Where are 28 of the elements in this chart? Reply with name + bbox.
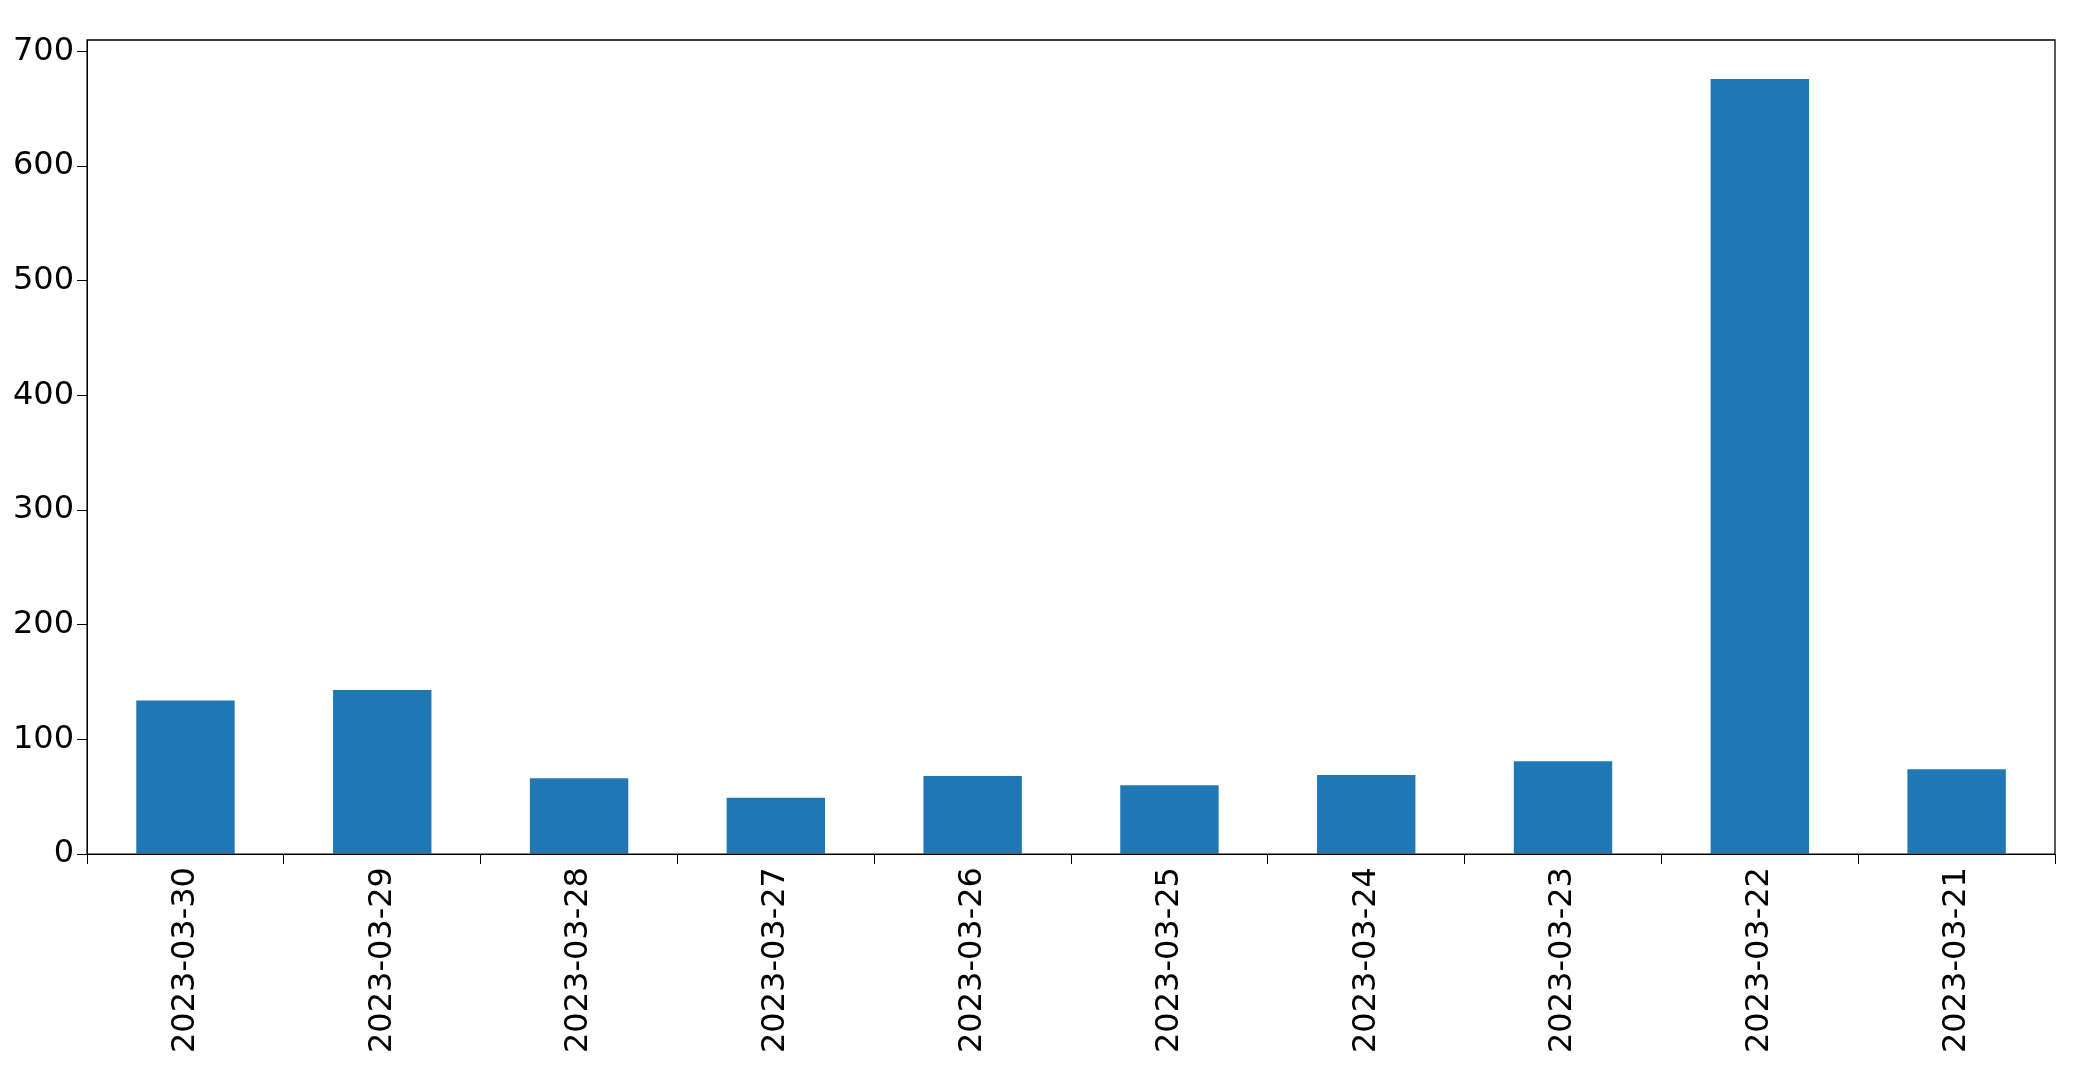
x-tick-label: 2023-03-28: [557, 867, 596, 1053]
bar: [1317, 774, 1416, 854]
y-tick-label: 700: [13, 29, 75, 68]
y-tick-label: 400: [13, 373, 75, 412]
bar: [1513, 761, 1613, 854]
bar: [923, 776, 1022, 854]
y-tick-label: 200: [13, 603, 75, 642]
y-tick-label: 300: [13, 488, 75, 527]
bar: [1907, 769, 2006, 854]
x-tick-label: 2023-03-22: [1738, 867, 1777, 1053]
bar: [333, 690, 432, 854]
x-tick-label: 2023-03-27: [754, 867, 793, 1053]
x-tick-label: 2023-03-21: [1934, 867, 1973, 1053]
x-tick-label: 2023-03-29: [360, 867, 399, 1053]
y-tick-label: 100: [13, 717, 75, 756]
x-tick-label: 2023-03-24: [1344, 867, 1383, 1053]
y-tick-label: 0: [53, 832, 75, 871]
bar: [726, 797, 826, 854]
bar: [136, 700, 235, 854]
bar: [1120, 785, 1219, 854]
bar: [1710, 78, 1810, 854]
x-tick-label: 2023-03-30: [163, 867, 202, 1053]
bar: [529, 778, 629, 854]
x-tick-label: 2023-03-23: [1541, 867, 1580, 1053]
x-tick-label: 2023-03-26: [950, 867, 989, 1053]
y-tick-label: 600: [13, 144, 75, 183]
x-tick-label: 2023-03-25: [1147, 867, 1186, 1053]
y-tick-label: 500: [13, 259, 75, 298]
